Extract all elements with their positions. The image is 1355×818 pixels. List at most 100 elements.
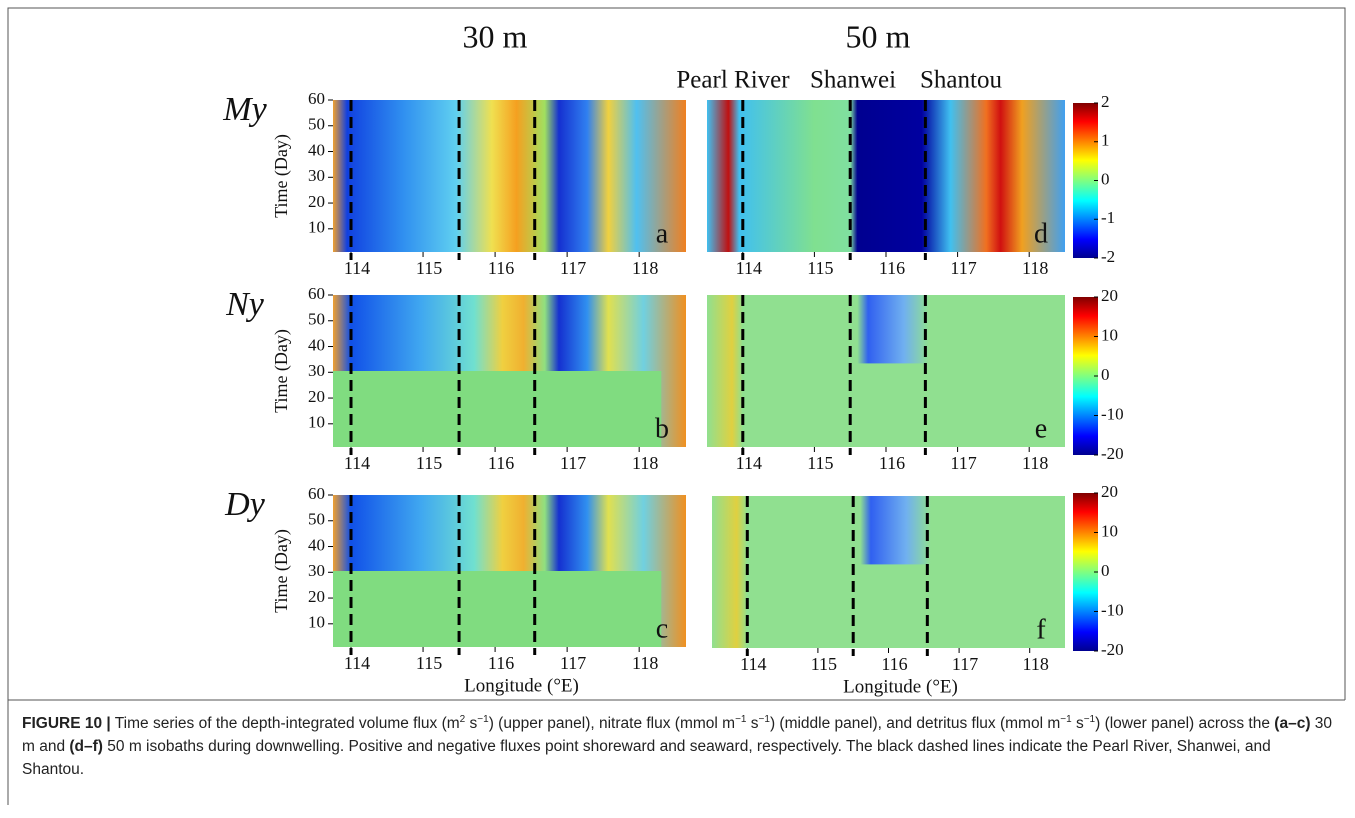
x-tick-label: 114: [736, 258, 762, 278]
y-tick-label: 30: [308, 361, 325, 380]
y-tick-label: 40: [308, 335, 325, 354]
heatmap-field: [333, 371, 662, 447]
x-tick-label: 114: [344, 453, 370, 473]
caption-text: s: [1071, 715, 1084, 732]
x-tick-label: 118: [1022, 258, 1048, 278]
colorbar-tick-label: -20: [1101, 640, 1124, 659]
y-tick-label: 40: [308, 535, 325, 554]
colorbar-tick-label: 1: [1101, 131, 1110, 150]
panel-label: e: [1035, 413, 1047, 444]
caption-text: 30 m and: [22, 715, 1333, 755]
colorbar-tick-label: 20: [1101, 482, 1118, 501]
caption-text: s: [746, 715, 759, 732]
y-tick-label: 20: [308, 192, 325, 211]
x-tick-label: 117: [950, 258, 976, 278]
caption-text: ) (middle panel), and detritus flux (mmo…: [769, 715, 1061, 732]
x-tick-label: 116: [488, 653, 514, 673]
x-axis-label: Longitude (°E): [843, 676, 958, 697]
x-tick-label: 117: [560, 258, 586, 278]
x-tick-label: 115: [416, 653, 442, 673]
y-tick-label: 30: [308, 166, 325, 185]
x-tick-label: 118: [632, 453, 658, 473]
x-tick-label: 117: [560, 453, 586, 473]
x-tick-label: 115: [416, 453, 442, 473]
colorbar-tick-label: 2: [1101, 92, 1110, 111]
y-tick-label: 10: [308, 413, 325, 432]
colorbar-tick-label: -10: [1101, 600, 1124, 619]
x-tick-label: 114: [344, 258, 370, 278]
x-tick-label: 115: [807, 453, 833, 473]
x-tick-label: 117: [560, 653, 586, 673]
colorbar-tick-label: -2: [1101, 247, 1115, 266]
colorbar: [1073, 493, 1098, 651]
frame: [7, 7, 1346, 805]
caption: FIGURE 10 | Time series of the depth-int…: [22, 712, 1337, 781]
heatmap-field: [333, 571, 662, 647]
caption-text: ) (upper panel), nitrate flux (mmol m: [488, 715, 736, 732]
panel-label: c: [656, 613, 668, 644]
y-axis-label: Time (Day): [271, 529, 292, 613]
heatmap-field: [333, 100, 686, 252]
panel-label: a: [656, 218, 669, 249]
panel-label: d: [1034, 218, 1048, 249]
caption-text: 50 m isobaths during downwelling. Positi…: [22, 738, 1271, 778]
panel-label: b: [655, 413, 669, 444]
colorbar: [1073, 297, 1098, 455]
panel-label: f: [1036, 614, 1046, 645]
colorbar-tick-label: 10: [1101, 521, 1118, 540]
caption-bold: (a–c): [1274, 715, 1311, 732]
figure-label: FIGURE 10 |: [22, 715, 111, 732]
colorbar-tick-label: -10: [1101, 404, 1124, 423]
x-tick-label: 116: [488, 258, 514, 278]
site-label: Pearl River: [676, 67, 790, 94]
x-tick-label: 114: [740, 654, 766, 674]
y-tick-label: 30: [308, 561, 325, 580]
row-label: Dy: [224, 486, 266, 523]
site-label: Shanwei: [810, 67, 896, 94]
colorbar-tick-label: -20: [1101, 444, 1124, 463]
caption-sup: −1: [735, 713, 747, 725]
y-tick-label: 20: [308, 587, 325, 606]
y-tick-label: 50: [308, 115, 325, 134]
caption-sup: −1: [1083, 713, 1096, 725]
caption-sup: −1: [758, 713, 770, 725]
x-tick-label: 116: [881, 654, 907, 674]
x-tick-label: 118: [632, 653, 658, 673]
y-tick-label: 50: [308, 310, 325, 329]
colorbar: [1073, 103, 1098, 258]
caption-text: Time series of the depth-integrated volu…: [110, 715, 460, 732]
caption-sup: −1: [1060, 713, 1072, 725]
row-label: My: [222, 91, 267, 128]
x-tick-label: 117: [950, 453, 976, 473]
y-axis-label: Time (Day): [271, 134, 292, 218]
site-label: Shantou: [920, 67, 1002, 94]
colorbar-tick-label: 20: [1101, 286, 1118, 305]
column-title: 30 m: [463, 18, 528, 54]
y-tick-label: 60: [308, 484, 325, 503]
caption-sup: 2: [459, 713, 466, 725]
caption-bold: (d–f): [69, 738, 103, 755]
colorbar-tick-label: 0: [1101, 169, 1110, 188]
x-tick-label: 114: [344, 653, 370, 673]
y-tick-label: 50: [308, 510, 325, 529]
x-tick-label: 118: [1022, 453, 1048, 473]
colorbar-tick-label: -1: [1101, 208, 1115, 227]
x-tick-label: 116: [879, 453, 905, 473]
x-tick-label: 115: [416, 258, 442, 278]
x-tick-label: 116: [488, 453, 514, 473]
colorbar-tick-label: 10: [1101, 325, 1118, 344]
x-tick-label: 117: [952, 654, 978, 674]
y-tick-label: 10: [308, 613, 325, 632]
y-tick-label: 10: [308, 218, 325, 237]
x-tick-label: 115: [807, 258, 833, 278]
y-tick-label: 40: [308, 140, 325, 159]
x-tick-label: 118: [1023, 654, 1049, 674]
y-tick-label: 20: [308, 387, 325, 406]
caption-text: ) (lower panel) across the: [1095, 715, 1275, 732]
y-axis-label: Time (Day): [271, 329, 292, 413]
x-tick-label: 116: [879, 258, 905, 278]
colorbar-tick-label: 0: [1101, 365, 1110, 384]
column-title: 50 m: [846, 18, 911, 54]
